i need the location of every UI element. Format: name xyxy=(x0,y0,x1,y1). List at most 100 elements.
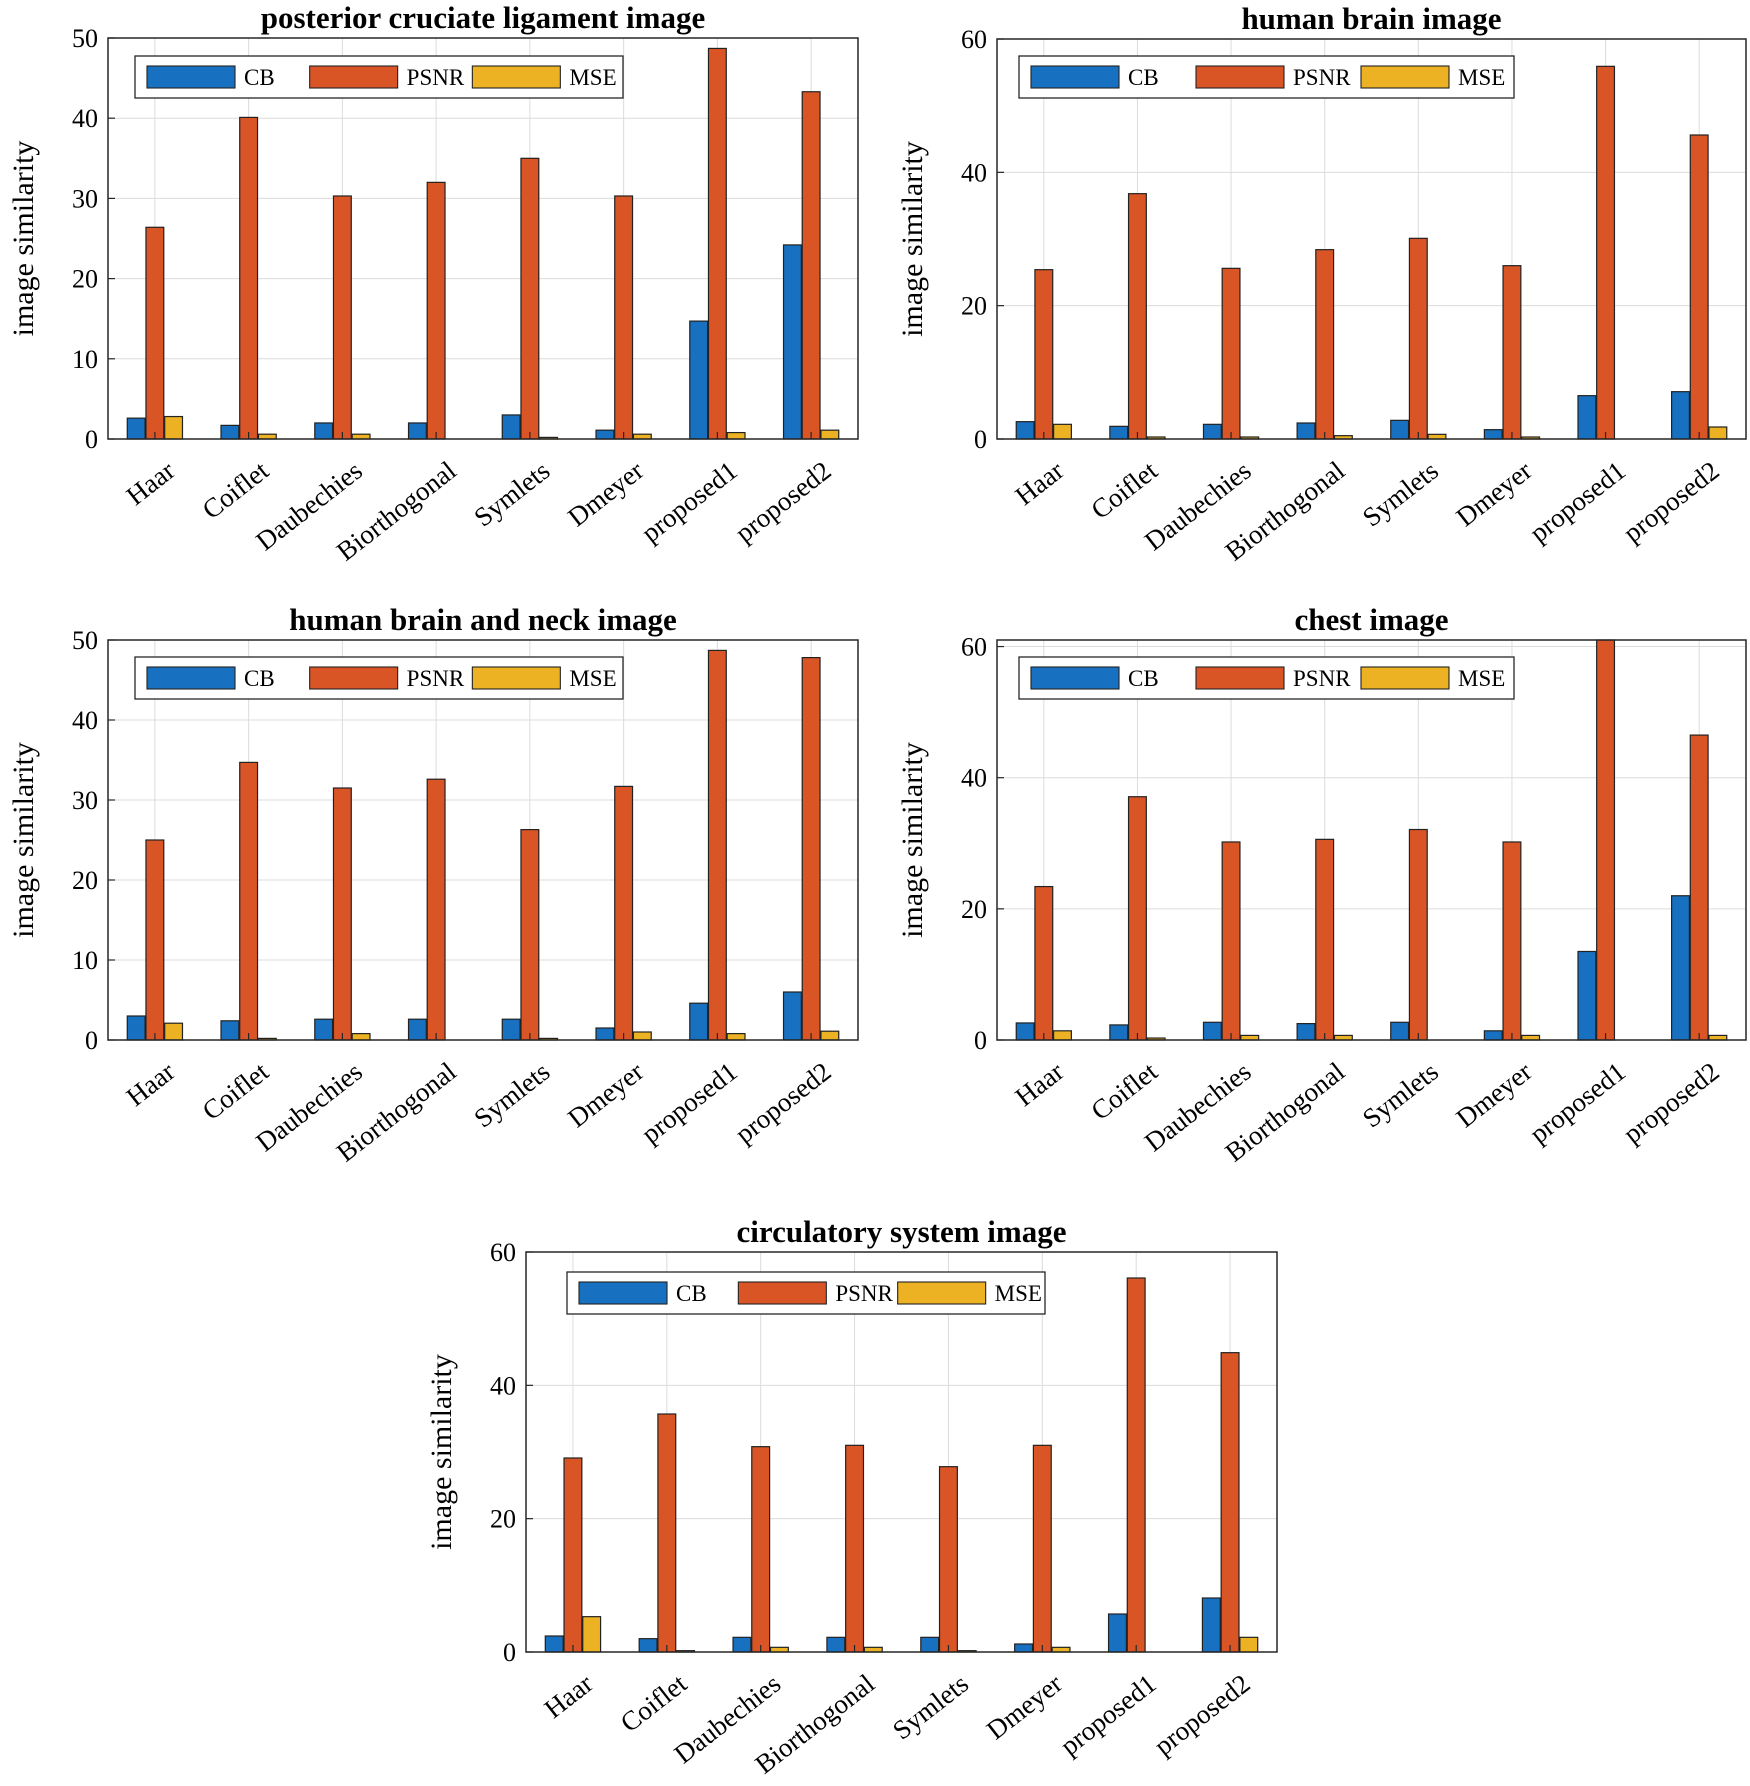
chart-title: human brain and neck image xyxy=(289,602,677,637)
legend-label-mse: MSE xyxy=(1458,666,1505,691)
bar-cb-proposed2 xyxy=(1671,391,1691,440)
bar-cb-proposed2 xyxy=(782,991,802,1041)
y-tick-label: 0 xyxy=(974,1026,987,1055)
x-tick-label: Dmeyer xyxy=(1450,455,1537,532)
y-tick-label: 50 xyxy=(72,24,98,53)
bar-psnr-haar xyxy=(145,839,165,1041)
bar-cb-dmeyer xyxy=(1483,1030,1503,1041)
y-tick-label: 10 xyxy=(72,345,98,374)
bar-psnr-proposed1 xyxy=(707,649,727,1041)
bar-mse-haar xyxy=(582,1616,602,1653)
bar-cb-proposed2 xyxy=(782,244,802,440)
bar-cb-daubechies xyxy=(314,1018,334,1041)
bar-mse-haar xyxy=(164,1022,184,1041)
bar-psnr-biorthogonal xyxy=(845,1444,865,1653)
legend-swatch-mse xyxy=(1360,65,1450,89)
y-tick-label: 20 xyxy=(490,1505,516,1534)
bar-cb-biorthogonal xyxy=(826,1636,846,1653)
bar-cb-dmeyer xyxy=(1014,1643,1034,1653)
bar-psnr-biorthogonal xyxy=(1315,838,1335,1041)
legend-swatch-psnr xyxy=(309,65,399,89)
bar-cb-symlets xyxy=(1390,1021,1410,1041)
bar-psnr-symlets xyxy=(520,828,540,1041)
y-tick-label: 20 xyxy=(961,292,987,321)
bar-psnr-dmeyer xyxy=(614,785,634,1041)
bar-psnr-symlets xyxy=(938,1466,958,1653)
bar-psnr-daubechies xyxy=(332,195,352,440)
bar-psnr-proposed2 xyxy=(1220,1352,1240,1653)
bar-cb-dmeyer xyxy=(1483,429,1503,440)
legend: CB PSNR MSE xyxy=(134,656,624,700)
bar-mse-proposed2 xyxy=(820,429,840,440)
legend-swatch-cb xyxy=(146,65,236,89)
x-tick-label: Symlets xyxy=(468,1056,555,1133)
x-tick-label: Coiflet xyxy=(1085,455,1163,525)
bar-mse-haar xyxy=(1052,423,1072,440)
legend-label-psnr: PSNR xyxy=(1293,65,1351,90)
bar-mse-haar xyxy=(1052,1030,1072,1041)
y-tick-label: 40 xyxy=(72,104,98,133)
x-tick-label: proposed1 xyxy=(636,1056,743,1149)
y-tick-label: 40 xyxy=(72,706,98,735)
plot-area xyxy=(997,39,1746,439)
bar-psnr-coiflet xyxy=(1127,193,1147,440)
x-tick-label: Haar xyxy=(539,1668,599,1724)
bar-psnr-proposed2 xyxy=(1689,134,1709,440)
x-tick-label: proposed2 xyxy=(1618,455,1725,548)
legend-label-cb: CB xyxy=(244,666,275,691)
x-tick-label: Symlets xyxy=(1357,455,1444,532)
y-axis-label: image similarity xyxy=(7,742,40,938)
bar-psnr-proposed1 xyxy=(1126,1277,1146,1653)
bar-mse-dmeyer xyxy=(632,1031,652,1041)
bar-cb-haar xyxy=(126,417,146,440)
axes-frame xyxy=(107,37,859,440)
bar-cb-proposed1 xyxy=(689,1002,709,1041)
x-tick-label: Symlets xyxy=(887,1668,974,1745)
bar-cb-daubechies xyxy=(1202,1021,1222,1041)
axes-frame xyxy=(107,639,859,1041)
bar-cb-coiflet xyxy=(1109,1024,1129,1041)
bar-psnr-dmeyer xyxy=(1502,841,1522,1041)
chart-title: circulatory system image xyxy=(737,1214,1067,1249)
legend-label-mse: MSE xyxy=(569,65,616,90)
bar-psnr-daubechies xyxy=(751,1446,771,1653)
x-tick-label: Dmeyer xyxy=(981,1668,1068,1745)
bar-psnr-proposed1 xyxy=(1596,65,1616,440)
legend-label-mse: MSE xyxy=(569,666,616,691)
legend-swatch-psnr xyxy=(1195,666,1285,690)
y-tick-label: 40 xyxy=(961,764,987,793)
y-tick-label: 50 xyxy=(72,626,98,655)
axes-frame xyxy=(996,38,1747,440)
bar-cb-haar xyxy=(544,1635,564,1653)
y-tick-label: 20 xyxy=(72,265,98,294)
legend-swatch-psnr xyxy=(1195,65,1285,89)
bar-cb-coiflet xyxy=(220,1020,240,1041)
bar-cb-biorthogonal xyxy=(407,1018,427,1041)
bar-mse-haar xyxy=(164,415,184,440)
bar-psnr-daubechies xyxy=(1221,267,1241,440)
bar-cb-daubechies xyxy=(314,422,334,440)
axes-frame xyxy=(525,1251,1278,1653)
x-tick-label: Symlets xyxy=(1357,1056,1444,1133)
x-tick-label: Coiflet xyxy=(197,1056,275,1126)
y-tick-label: 20 xyxy=(72,866,98,895)
legend: CB PSNR MSE xyxy=(1018,55,1515,99)
bar-cb-biorthogonal xyxy=(1296,1023,1316,1041)
y-tick-label: 30 xyxy=(72,786,98,815)
legend-label-psnr: PSNR xyxy=(1293,666,1351,691)
bar-psnr-dmeyer xyxy=(1032,1444,1052,1653)
x-tick-label: Dmeyer xyxy=(562,455,649,532)
bar-cb-proposed1 xyxy=(689,320,709,440)
bar-psnr-coiflet xyxy=(657,1413,677,1653)
y-tick-label: 60 xyxy=(490,1238,516,1267)
legend: CB PSNR MSE xyxy=(1018,656,1515,700)
bar-mse-proposed1 xyxy=(726,431,746,440)
bar-cb-daubechies xyxy=(732,1636,752,1653)
bar-psnr-haar xyxy=(1034,885,1054,1041)
bar-cb-symlets xyxy=(501,1018,521,1041)
plot-area xyxy=(108,38,858,439)
bar-cb-biorthogonal xyxy=(407,422,427,440)
